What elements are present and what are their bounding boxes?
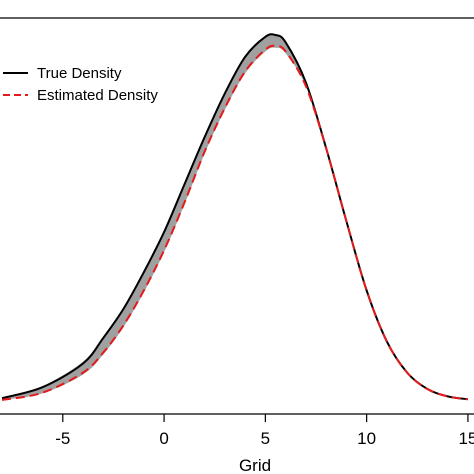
x-axis: -5 0 5 10 15 Grid xyxy=(55,414,474,474)
x-tick-label: 5 xyxy=(261,429,270,448)
x-axis-title: Grid xyxy=(239,456,271,474)
estimated-density-line xyxy=(1,44,469,401)
legend-label: Estimated Density xyxy=(37,87,158,104)
x-tick-label: 0 xyxy=(159,429,168,448)
legend-label: True Density xyxy=(37,65,122,82)
plot-area xyxy=(0,17,474,415)
legend: True Density Estimated Density xyxy=(3,65,158,104)
x-tick-label: 10 xyxy=(357,429,376,448)
x-tick-label: 15 xyxy=(458,429,474,448)
x-tick-label: -5 xyxy=(55,429,70,448)
